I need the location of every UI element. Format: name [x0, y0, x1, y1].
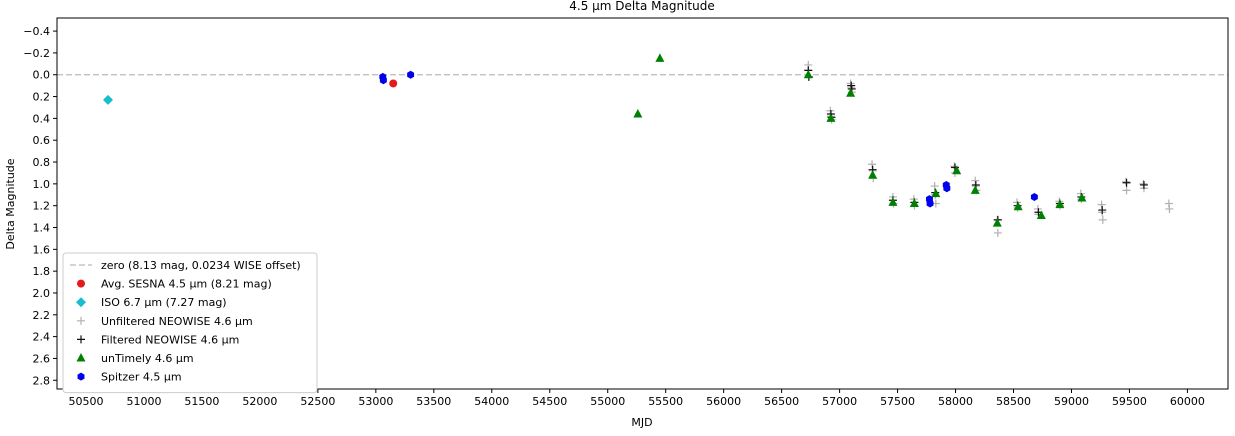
data-point	[888, 197, 898, 206]
series-0	[389, 79, 398, 88]
data-point	[868, 170, 878, 179]
series-5	[379, 70, 1038, 208]
y-tick-label: 2.6	[33, 352, 51, 365]
data-point	[952, 165, 962, 175]
y-tick-label: 1.2	[33, 200, 51, 213]
data-point	[389, 79, 398, 88]
x-tick-label: 53500	[416, 395, 451, 408]
data-point	[846, 88, 856, 97]
x-tick-label: 51000	[126, 395, 161, 408]
x-tick-label: 58500	[996, 395, 1031, 408]
data-point	[803, 69, 813, 79]
x-tick-label: 50500	[68, 395, 103, 408]
data-point	[943, 184, 951, 193]
data-point	[826, 113, 836, 122]
data-point	[1055, 199, 1065, 209]
data-point	[655, 53, 665, 62]
data-point	[926, 199, 934, 208]
y-tick-label: 0.6	[33, 134, 51, 147]
legend-swatch	[77, 335, 85, 344]
legend-entry: Filtered NEOWISE 4.6 μm	[101, 333, 239, 346]
x-tick-label: 53000	[358, 395, 393, 408]
y-tick-label: 1.0	[33, 178, 51, 191]
y-tick-label: −0.4	[23, 25, 50, 38]
data-point	[1165, 204, 1174, 213]
y-tick-label: 2.8	[33, 374, 51, 387]
x-tick-label: 59000	[1054, 395, 1089, 408]
legend-swatch	[77, 279, 85, 288]
data-point	[1122, 178, 1131, 187]
y-tick-label: 1.6	[33, 243, 51, 256]
series-1	[103, 94, 114, 105]
y-tick-label: 1.4	[33, 222, 51, 235]
plot-frame	[56, 17, 1229, 390]
y-tick-label: 1.8	[33, 265, 51, 278]
legend-swatch	[76, 353, 86, 362]
x-tick-label: 58000	[938, 395, 973, 408]
y-tick-label: −0.2	[23, 47, 50, 60]
legend-swatch	[76, 297, 86, 308]
series-3	[804, 66, 1148, 224]
legend-entry: Unfiltered NEOWISE 4.6 μm	[101, 315, 253, 328]
data-point	[1098, 215, 1107, 224]
y-tick-label: 2.4	[33, 331, 51, 344]
series-2	[804, 60, 1174, 237]
data-point	[1098, 206, 1107, 215]
x-tick-label: 54500	[532, 395, 567, 408]
y-tick-label: 2.0	[33, 287, 51, 300]
y-tick-label: 0.2	[33, 91, 51, 104]
legend-entry: zero (8.13 mag, 0.0234 WISE offset)	[101, 259, 301, 272]
y-tick-label: 0.8	[33, 156, 51, 169]
legend-swatch	[77, 316, 85, 325]
legend-entry: Spitzer 4.5 μm	[101, 371, 182, 384]
x-tick-label: 57500	[880, 395, 915, 408]
legend-entry: Avg. SESNA 4.5 μm (8.21 mag)	[101, 278, 272, 291]
x-tick-label: 51500	[184, 395, 219, 408]
data-point	[1122, 186, 1131, 195]
legend-entry: unTimely 4.6 μm	[101, 352, 194, 365]
data-point	[992, 218, 1002, 227]
series-4	[633, 53, 1087, 227]
data-point	[931, 188, 941, 198]
data-point	[909, 198, 919, 207]
y-tick-label: 0.0	[33, 69, 51, 82]
data-point	[1030, 192, 1038, 201]
data-point	[993, 228, 1002, 237]
legend-swatch	[77, 372, 85, 381]
data-point	[1077, 193, 1087, 202]
y-axis-label: Delta Magnitude	[4, 158, 17, 249]
data-point	[1036, 210, 1046, 220]
x-tick-label: 55000	[590, 395, 625, 408]
x-axis-label: MJD	[631, 416, 652, 429]
chart-title: 4.5 μm Delta Magnitude	[569, 0, 714, 13]
x-tick-label: 60000	[1170, 395, 1205, 408]
x-tick-label: 55500	[648, 395, 683, 408]
data-point	[1139, 180, 1148, 189]
y-tick-label: 0.4	[33, 112, 51, 125]
x-tick-label: 56000	[706, 395, 741, 408]
legend-entry: ISO 6.7 μm (7.27 mag)	[101, 296, 227, 309]
legend: zero (8.13 mag, 0.0234 WISE offset) Avg. …	[62, 252, 318, 394]
data-point	[407, 70, 415, 79]
x-tick-label: 59500	[1112, 395, 1147, 408]
y-tick-label: 2.2	[33, 309, 51, 322]
x-tick-label: 52000	[242, 395, 277, 408]
x-tick-label: 52500	[300, 395, 335, 408]
data-point	[1013, 201, 1023, 211]
x-tick-label: 54000	[474, 395, 509, 408]
data-point	[103, 94, 114, 105]
data-point	[970, 185, 980, 194]
legend-box	[62, 252, 318, 394]
x-tick-label: 57000	[822, 395, 857, 408]
data-point	[379, 76, 387, 85]
x-tick-label: 56500	[764, 395, 799, 408]
data-point	[633, 109, 643, 118]
